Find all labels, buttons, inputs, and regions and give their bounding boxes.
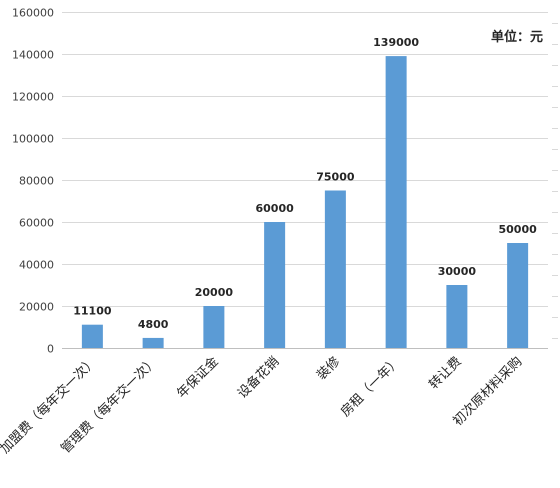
category-label: 转让费 xyxy=(427,354,465,392)
category-label: 管理费（每年交一次） xyxy=(58,354,161,457)
bar xyxy=(81,324,103,348)
y-axis: 0 20000 40000 60000 80000 100000 120000 140000 1… xyxy=(12,7,54,356)
category-label: 设备花销 xyxy=(234,354,282,402)
bar xyxy=(446,285,468,348)
data-label: 30000 xyxy=(438,265,477,278)
bar xyxy=(324,190,346,348)
data-label: 20000 xyxy=(195,286,234,299)
y-tick-label: 20000 xyxy=(19,301,54,314)
bars xyxy=(81,56,529,348)
y-tick-label: 0 xyxy=(47,343,54,356)
data-label: 4800 xyxy=(138,318,169,331)
category-label: 房租（一年） xyxy=(337,354,403,420)
bar xyxy=(142,337,164,348)
gridlines xyxy=(62,12,548,349)
y-tick-label: 80000 xyxy=(19,175,54,188)
y-tick-label: 120000 xyxy=(12,91,54,104)
data-label: 50000 xyxy=(498,223,537,236)
y-tick-label: 160000 xyxy=(12,7,54,20)
y-tick-label: 40000 xyxy=(19,259,54,272)
bar xyxy=(385,56,407,348)
data-label: 139000 xyxy=(373,36,419,49)
y-tick-label: 140000 xyxy=(12,49,54,62)
category-label: 加盟费（每年交一次） xyxy=(0,354,100,457)
bar xyxy=(507,243,529,348)
unit-label: 单位：元 xyxy=(491,29,543,45)
bar xyxy=(264,222,286,348)
data-label: 60000 xyxy=(255,202,294,215)
right-edge-ticks xyxy=(552,23,558,339)
bar xyxy=(203,306,225,348)
data-labels: 11100 4800 20000 60000 75000 139000 30000 50000 xyxy=(73,36,537,331)
data-label: 11100 xyxy=(73,305,112,318)
y-tick-label: 100000 xyxy=(12,133,54,146)
category-label: 年保证金 xyxy=(174,354,222,402)
category-label: 装修 xyxy=(314,354,343,383)
data-label: 75000 xyxy=(316,171,355,184)
y-tick-label: 60000 xyxy=(19,217,54,230)
